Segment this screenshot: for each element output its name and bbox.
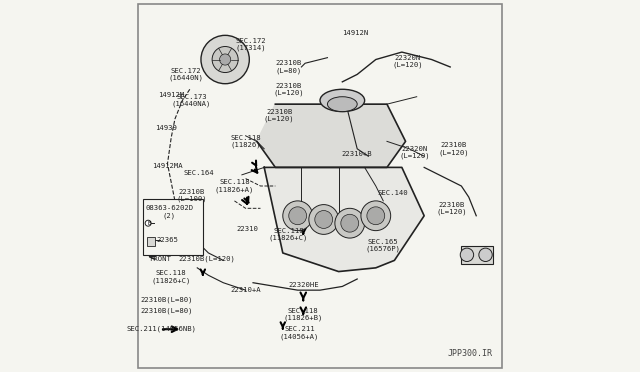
Bar [149,203,201,247]
Text: SEC.211(14056NB): SEC.211(14056NB) [127,326,197,333]
Text: 14912N: 14912N [342,31,369,36]
Circle shape [289,207,307,225]
Text: SEC.140: SEC.140 [377,190,408,196]
Text: SEC.172
(17314): SEC.172 (17314) [236,38,266,51]
Text: SEC.118
(11826+B): SEC.118 (11826+B) [284,308,323,321]
Text: 22310B
(L=100): 22310B (L=100) [177,189,207,202]
Text: 22310B
(L=80): 22310B (L=80) [275,60,301,74]
Text: B: B [148,221,152,226]
Text: 14912MA: 14912MA [152,163,183,169]
Circle shape [309,205,339,234]
Text: 22310B(L=120): 22310B(L=120) [178,255,235,262]
Text: SEC.172
(16440N): SEC.172 (16440N) [168,68,204,81]
Circle shape [460,248,474,262]
Circle shape [212,46,238,73]
Bar [147,237,156,246]
Text: 14912M: 14912M [158,92,184,98]
Text: SEC.118
(11826): SEC.118 (11826) [230,135,261,148]
Ellipse shape [328,97,357,112]
Text: SEC.118
(11826+A): SEC.118 (11826+A) [215,179,254,193]
Text: 22310: 22310 [237,226,259,232]
Text: 08363-6202D
(2): 08363-6202D (2) [145,205,193,219]
Text: JPP300.IR: JPP300.IR [448,349,493,358]
Text: FRONT: FRONT [149,256,171,262]
Text: 22310B(L=80): 22310B(L=80) [141,307,193,314]
Circle shape [361,201,390,231]
Circle shape [367,207,385,225]
Circle shape [145,220,151,226]
Text: 22310+B: 22310+B [342,151,372,157]
Text: 22320N
(L=120): 22320N (L=120) [399,146,430,159]
Polygon shape [257,104,406,167]
Circle shape [283,201,312,231]
Ellipse shape [320,89,365,112]
Circle shape [201,35,250,84]
Circle shape [220,54,230,65]
Text: 22320N
(L=120): 22320N (L=120) [392,55,423,68]
Polygon shape [264,167,424,272]
Text: SEC.211
(14056+A): SEC.211 (14056+A) [280,326,319,340]
Text: 22310B
(L=120): 22310B (L=120) [273,83,304,96]
Text: 14939: 14939 [155,125,177,131]
Circle shape [335,208,365,238]
Text: SEC.118
(11826+C): SEC.118 (11826+C) [152,270,191,284]
Circle shape [341,214,358,232]
Bar [461,246,493,264]
Text: 22310B
(L=120): 22310B (L=120) [264,109,294,122]
Text: 22310B
(L=120): 22310B (L=120) [436,202,467,215]
Text: SEC.118
(11826+C): SEC.118 (11826+C) [269,228,308,241]
Text: SEC.173
(16440NA): SEC.173 (16440NA) [172,94,211,107]
Text: 22310B(L=80): 22310B(L=80) [141,296,193,303]
Bar [143,199,203,255]
Circle shape [315,211,333,228]
Circle shape [479,248,492,262]
Text: 22320HE: 22320HE [288,282,319,288]
Text: SEC.165
(16576P): SEC.165 (16576P) [365,239,401,252]
Text: 22310B
(L=120): 22310B (L=120) [438,142,469,155]
Text: 22365: 22365 [157,237,179,243]
Text: SEC.164: SEC.164 [184,170,214,176]
Text: 22310+A: 22310+A [230,287,261,293]
